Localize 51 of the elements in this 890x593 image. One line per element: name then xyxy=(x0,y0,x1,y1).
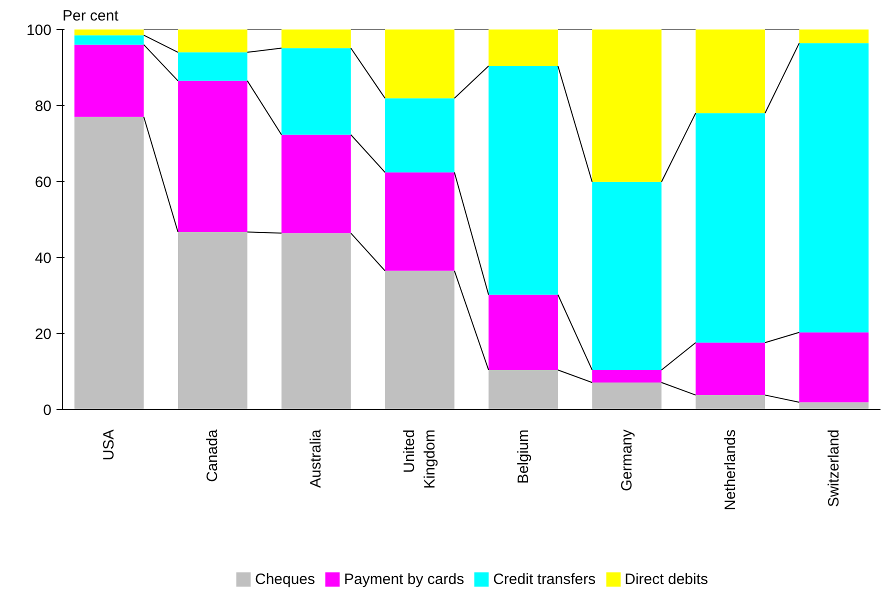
bar xyxy=(799,332,869,402)
bar xyxy=(696,30,766,114)
x-tick-label: Canada xyxy=(204,428,222,482)
y-tick-label: 100 xyxy=(26,22,52,39)
bar xyxy=(74,116,144,410)
bar xyxy=(592,30,662,182)
legend-label: Cheques xyxy=(254,570,316,588)
bar xyxy=(592,182,662,370)
bar xyxy=(178,52,248,81)
bar xyxy=(74,35,144,45)
bar xyxy=(799,30,869,44)
x-tick-label: USA xyxy=(100,430,118,460)
bar xyxy=(696,113,766,343)
bar xyxy=(488,66,558,295)
bar xyxy=(696,342,766,396)
y-axis-title: Per cent xyxy=(62,8,120,24)
x-tick-label: Belgium xyxy=(514,429,532,484)
x-tick-label: Germany xyxy=(618,429,636,492)
y-tick-label: 20 xyxy=(34,326,52,343)
bar xyxy=(178,30,248,52)
y-tick-label: 40 xyxy=(34,250,52,267)
bar xyxy=(385,172,454,271)
bar xyxy=(281,48,351,135)
bar xyxy=(385,270,454,410)
legend-label: Direct debits xyxy=(624,570,708,588)
bar xyxy=(281,134,351,234)
bar xyxy=(281,30,351,48)
bar xyxy=(178,80,248,232)
legend-label: Credit transfers xyxy=(493,570,596,588)
bar xyxy=(281,233,351,410)
x-tick-label: Netherlands xyxy=(722,429,739,510)
y-tick-label: 80 xyxy=(34,98,52,115)
bar xyxy=(385,30,454,98)
y-tick-label: 0 xyxy=(43,402,52,419)
bar xyxy=(488,30,558,66)
bar xyxy=(178,232,248,410)
bar xyxy=(488,370,558,410)
x-tick-label: Australia xyxy=(308,428,325,488)
legend-label: Payment by cards xyxy=(344,570,464,588)
bar xyxy=(74,44,144,117)
bar xyxy=(799,402,869,410)
x-tick-label: Switzerland xyxy=(825,429,842,508)
bar xyxy=(592,370,662,383)
bar xyxy=(696,395,766,410)
bar xyxy=(74,30,144,36)
bar xyxy=(592,382,662,410)
x-tick-label: United Kingdom xyxy=(401,430,438,489)
bar xyxy=(799,43,869,332)
bar xyxy=(385,98,454,172)
bar xyxy=(488,294,558,370)
y-tick-label: 60 xyxy=(34,174,52,191)
